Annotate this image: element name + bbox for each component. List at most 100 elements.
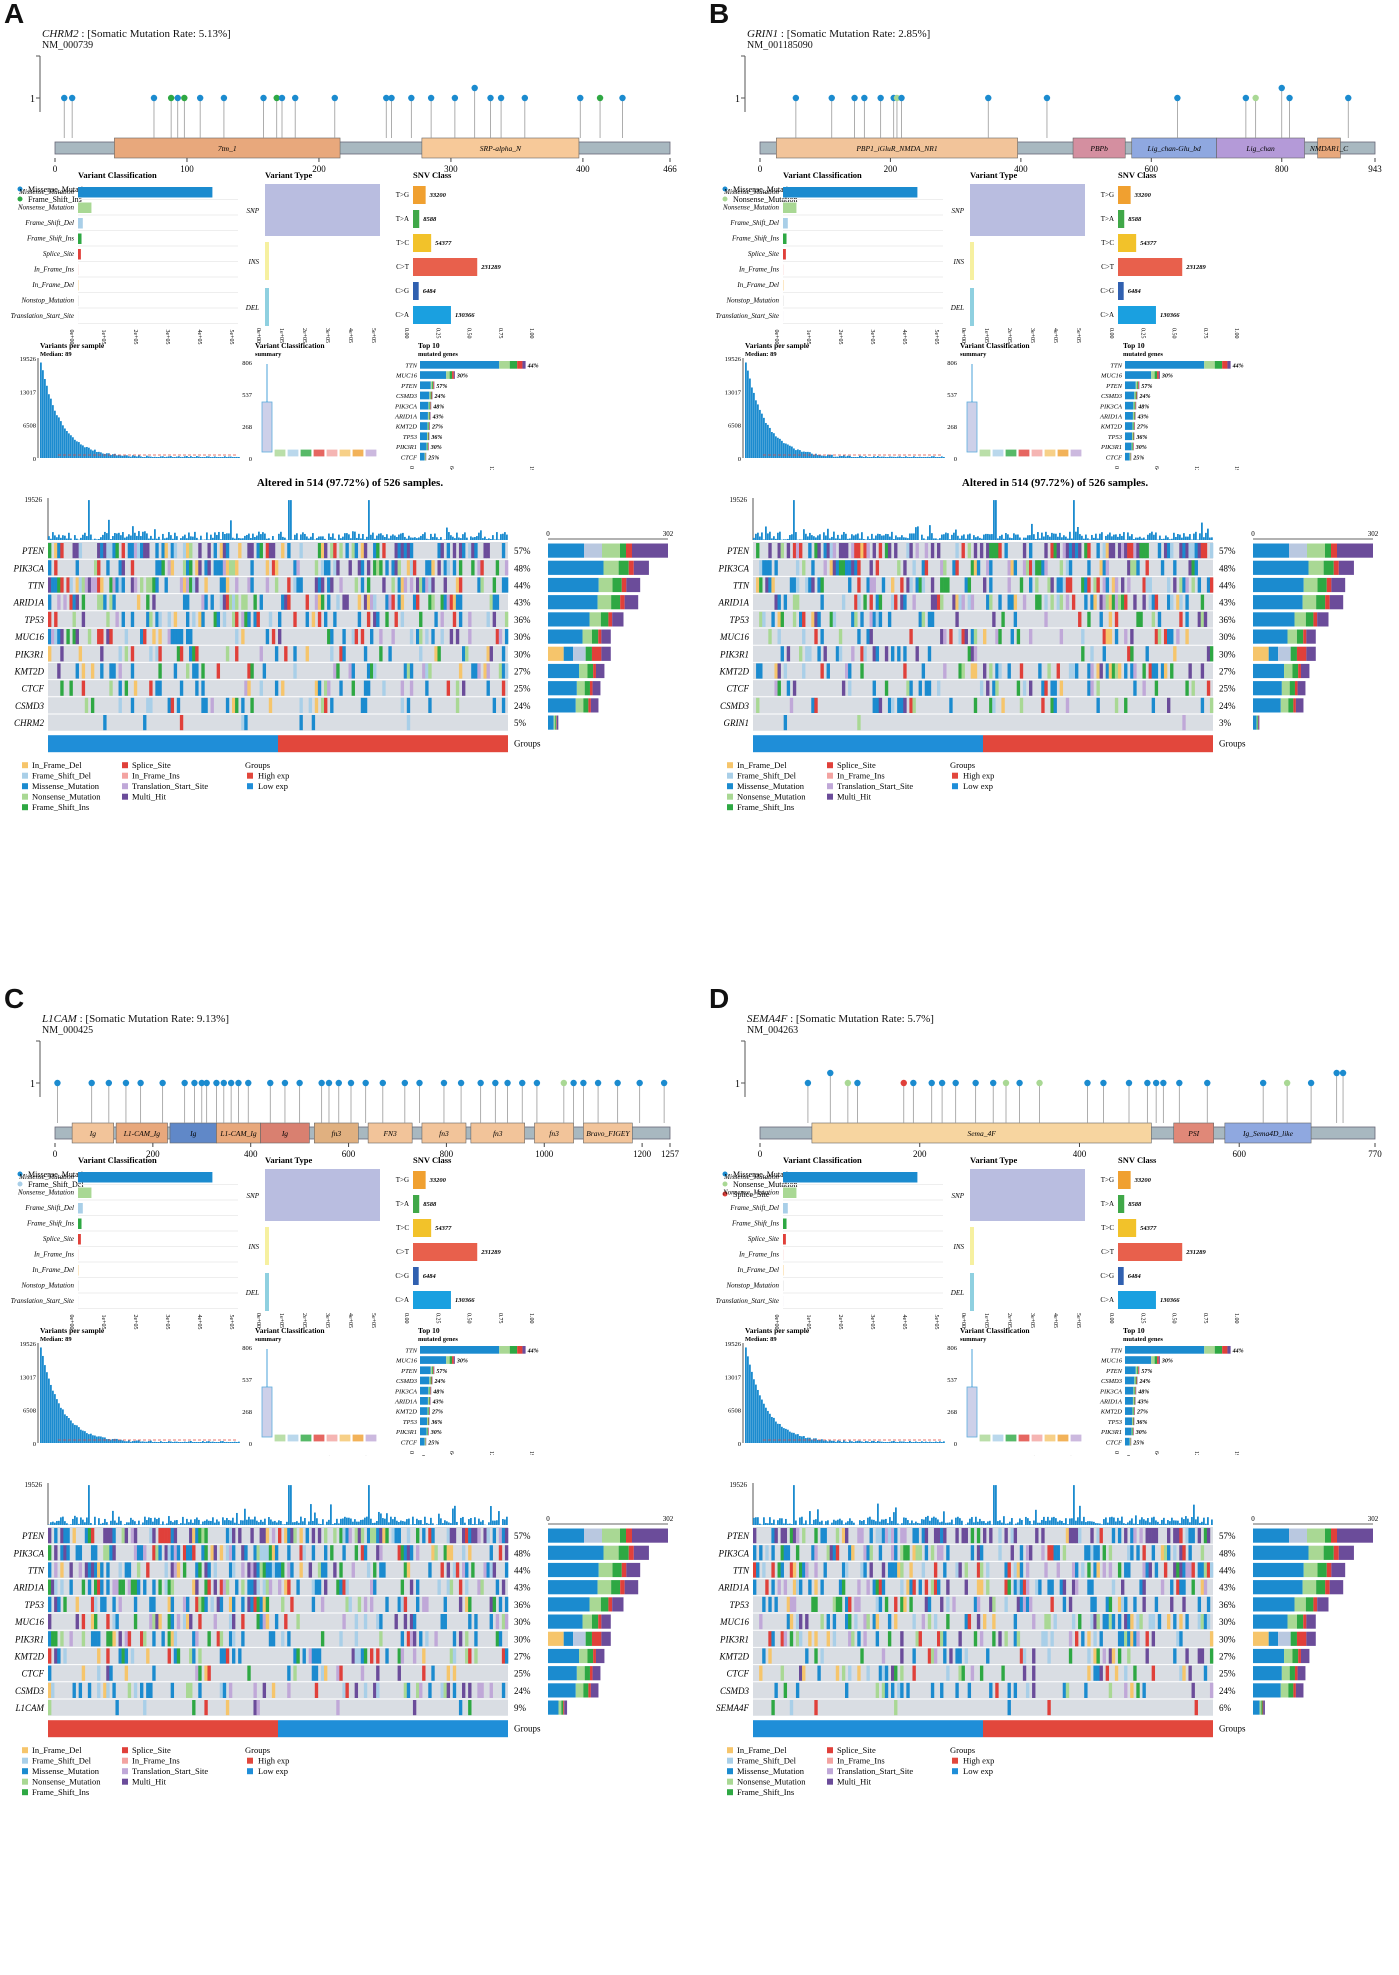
onco-cell [410, 1631, 413, 1646]
snv-label: C>T [1101, 263, 1115, 271]
top10-bar-seg [427, 443, 428, 451]
onco-cell [171, 1580, 174, 1595]
onco-cell [1127, 560, 1130, 575]
tmb-bar [1171, 1518, 1173, 1525]
onco-cell [490, 595, 493, 610]
onco-cell [1023, 1666, 1026, 1681]
tmb-bar [94, 1517, 96, 1525]
tmb-bar [382, 535, 384, 540]
vps-bar [791, 1433, 793, 1443]
onco-cell [768, 543, 771, 558]
onco-cell [876, 1614, 879, 1629]
onco-row-pct: 27% [514, 667, 531, 677]
tmb-bar [88, 1485, 90, 1525]
snv-xtick: 0.25 [434, 328, 440, 339]
onco-cell [1103, 543, 1106, 558]
tmb-bar [120, 535, 122, 540]
tmb-bar [871, 534, 873, 540]
onco-cell [1029, 560, 1032, 575]
tmb-bar [1079, 534, 1081, 540]
top10-bar-seg [425, 1438, 426, 1446]
onco-cell [106, 1614, 109, 1629]
onco-row-pct: 57% [514, 546, 531, 556]
onco-cell [364, 698, 367, 713]
onco-cell [284, 1528, 287, 1543]
onco-legend-label: Frame_Shift_Del [32, 1756, 92, 1766]
side-bar-seg [1256, 716, 1257, 730]
onco-cell [1204, 612, 1207, 627]
onco-cell [774, 663, 777, 678]
tmb-bar [154, 1518, 156, 1525]
onco-cell [946, 1666, 949, 1681]
onco-cell [299, 1528, 302, 1543]
onco-cell [1185, 1648, 1188, 1663]
tmb-bar [1073, 1485, 1075, 1525]
onco-cell [1152, 698, 1155, 713]
top10-gene: KMT2D [1100, 424, 1123, 431]
onco-cell [290, 1562, 293, 1577]
snv-value: 231289 [480, 264, 501, 271]
vt-label: INS [953, 1243, 965, 1251]
tmb-bar [372, 1523, 374, 1525]
onco-cell [112, 1545, 115, 1560]
onco-cell [91, 663, 94, 678]
onco-cell [112, 543, 115, 558]
tmb-bar [138, 531, 140, 540]
onco-cell [790, 1614, 793, 1629]
vps-bar [909, 457, 911, 458]
tmb-bar [779, 1518, 781, 1525]
vcs-ytick: 0 [249, 456, 252, 463]
tmb-bar [1027, 535, 1029, 540]
onco-cell [971, 1545, 974, 1560]
tmb-bar [236, 534, 238, 540]
top10-bar-seg [1125, 1397, 1133, 1405]
vps-bar [931, 1442, 933, 1443]
tmb-bar [278, 1520, 280, 1525]
onco-cell [992, 1631, 995, 1646]
onco-cell [903, 698, 906, 713]
tmb-bar [757, 533, 759, 540]
tmb-bar [1103, 1519, 1105, 1525]
top10-bar-seg [420, 432, 427, 440]
vps-bar [216, 1442, 218, 1443]
onco-cell [401, 1545, 404, 1560]
onco-cell [1173, 577, 1176, 592]
onco-cell [992, 543, 995, 558]
top10-bar-seg [427, 1428, 428, 1436]
onco-legend-swatch [727, 762, 733, 768]
onco-cell [833, 612, 836, 627]
onco-cell [1050, 577, 1053, 592]
onco-cell [768, 1648, 771, 1663]
onco-legend-swatch [827, 783, 833, 789]
groups-bar-first [753, 735, 983, 752]
groups-legend-label: Low exp [963, 781, 993, 791]
tmb-bar [1167, 1520, 1169, 1525]
vps-bar [172, 457, 174, 458]
side-bar-seg [548, 1529, 584, 1543]
top10-gene: ARID1A [1099, 1399, 1122, 1406]
onco-cell [275, 577, 278, 592]
onco-cell [158, 1545, 161, 1560]
onco-cell [1127, 543, 1130, 558]
vps-bar [853, 1442, 855, 1443]
top10-pct: 36% [430, 435, 442, 441]
tmb-bar [869, 1517, 871, 1525]
tmb-bar [1129, 536, 1131, 540]
side-bar-seg [585, 681, 590, 695]
onco-cell [48, 577, 51, 592]
onco-cell [1017, 1631, 1020, 1646]
lolli-y-tick-label: 1 [30, 1079, 35, 1090]
onco-cell [900, 1562, 903, 1577]
tmb-bar [1149, 1522, 1151, 1525]
onco-cell [1103, 577, 1106, 592]
vt-bar [265, 242, 269, 280]
tmb-bar [132, 526, 134, 540]
onco-cell [410, 663, 413, 678]
vc-label: Splice_Site [748, 250, 779, 258]
tmb-bar [236, 1513, 238, 1525]
groups-legend-title: Groups [245, 1745, 270, 1755]
tmb-bar [246, 535, 248, 540]
onco-cell [1139, 1528, 1142, 1543]
onco-cell [345, 1580, 348, 1595]
tmb-bar [971, 1517, 973, 1525]
